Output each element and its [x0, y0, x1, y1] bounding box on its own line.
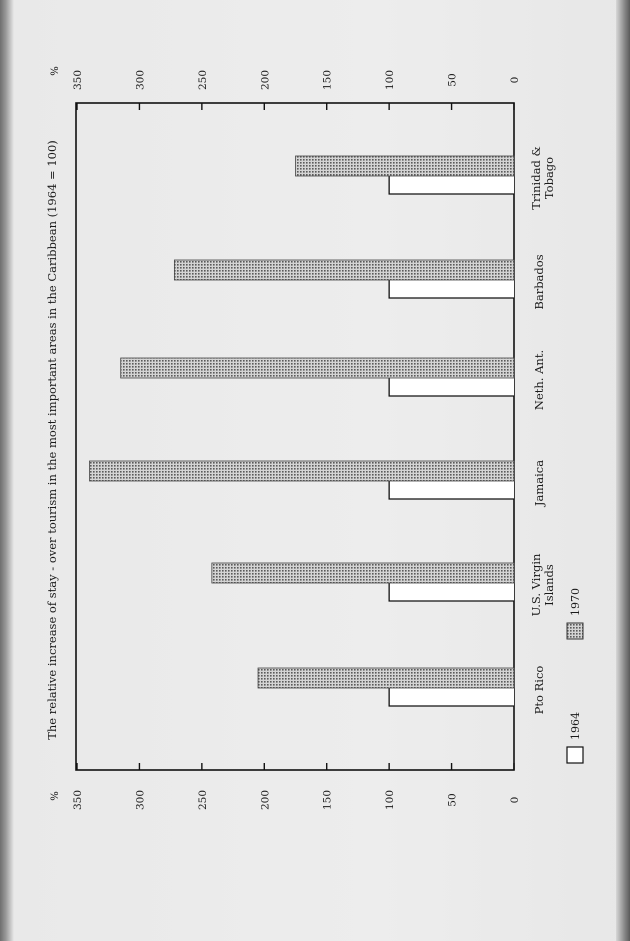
legend-label-1970: 1970: [569, 588, 582, 616]
bottom-axis-tick-labels: 0 50 100 150 200 250 300 350: [72, 790, 521, 810]
bar-1970-5: [295, 155, 515, 177]
bottom-tick-label: 250: [197, 790, 209, 810]
bottom-tick-label: 100: [384, 790, 396, 810]
chart-title: The relative increase of stay - over tou…: [45, 140, 59, 740]
top-tick-label: 0: [509, 77, 521, 84]
bar-1970-2: [89, 460, 515, 482]
bar-1970-0: [257, 667, 515, 689]
bottom-tick-label: 150: [322, 790, 334, 810]
legend-swatch-1970: [566, 622, 584, 640]
bottom-tick-label: 0: [509, 797, 521, 804]
category-label: Pto Rico: [532, 666, 546, 715]
top-tick-label: 300: [134, 70, 146, 90]
category-label: Jamaica: [532, 460, 546, 507]
category-labels: Pto Rico U.S. VirginIslands Jamaica Neth. A…: [529, 146, 556, 714]
category-label: Barbados: [532, 254, 546, 309]
legend-label-1964: 1964: [569, 712, 582, 740]
bottom-axis-ticks: [76, 763, 515, 770]
top-axis-unit-label: %: [50, 66, 61, 76]
bar-1964-4: [388, 277, 514, 299]
category-label: Neth. Ant.: [532, 350, 546, 410]
bottom-tick-label: 300: [134, 790, 146, 810]
legend-swatch-1964: [566, 746, 584, 764]
top-tick-label: 150: [322, 70, 334, 90]
legend: 1964 1970: [566, 588, 584, 764]
top-tick-label: 50: [447, 73, 459, 86]
bottom-tick-label: 50: [447, 793, 459, 806]
top-axis-ticks: [76, 103, 515, 110]
top-tick-label: 200: [259, 70, 271, 90]
top-axis-tick-labels: 0 50 100 150 200 250 300 350: [72, 70, 521, 90]
category-label: Trinidad &Tobago: [529, 146, 556, 209]
bars-group: [89, 155, 515, 707]
page-edge-shadow: [616, 0, 630, 941]
bar-1970-4: [173, 259, 515, 281]
top-tick-label: 350: [72, 70, 84, 90]
bar-1970-1: [211, 562, 515, 584]
plot-area-frame: [75, 102, 515, 771]
bottom-tick-label: 200: [259, 790, 271, 810]
category-label: U.S. VirginIslands: [529, 553, 556, 616]
bar-1964-5: [388, 173, 514, 195]
top-tick-label: 100: [384, 70, 396, 90]
bar-1964-3: [388, 375, 514, 397]
bottom-tick-label: 350: [72, 790, 84, 810]
bar-1964-2: [388, 478, 514, 500]
top-tick-label: 250: [197, 70, 209, 90]
bar-1970-3: [120, 357, 515, 379]
bar-1964-0: [388, 685, 514, 707]
bar-1964-1: [388, 580, 514, 602]
bottom-axis-unit-label: %: [50, 791, 61, 801]
